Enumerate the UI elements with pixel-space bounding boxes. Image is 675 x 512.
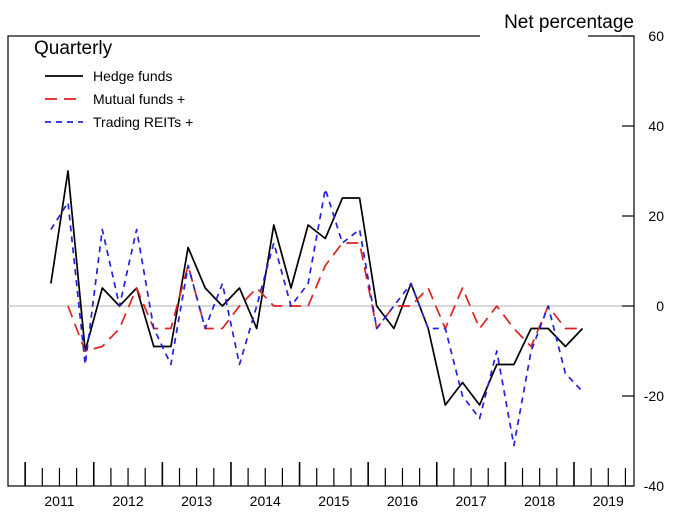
x-tick-label: 2013	[181, 493, 212, 509]
y-tick-label: 20	[648, 208, 664, 224]
y-tick-label: 60	[648, 28, 664, 44]
x-tick-label: 2017	[455, 493, 486, 509]
x-tick-label: 2018	[524, 493, 555, 509]
series-line-0	[50, 170, 584, 406]
series-line-1	[67, 242, 583, 352]
y-tick-label: 40	[648, 118, 664, 134]
x-tick-label: 2015	[318, 493, 349, 509]
legend-label: Hedge funds	[93, 68, 172, 84]
y-tick-label: -20	[644, 388, 664, 404]
y-tick-label: 0	[656, 298, 664, 314]
x-tick-label: 2019	[593, 493, 624, 509]
x-tick-label: 2016	[387, 493, 418, 509]
chart-title: Quarterly	[34, 38, 113, 59]
legend: Hedge funds Mutual funds + Trading REITs +	[45, 68, 193, 130]
frame-gap	[480, 33, 588, 39]
series-line-2	[50, 188, 584, 447]
plot-frame	[7, 35, 635, 487]
x-tick-label: 2011	[44, 493, 74, 509]
legend-label: Mutual funds +	[93, 91, 185, 107]
x-axis: 2011 2012 2013 2014 2015 2016 2017 2018 2019	[24, 462, 627, 509]
y-tick-label: -40	[644, 478, 664, 494]
legend-label: Trading REITs +	[93, 114, 193, 130]
y-axis-label: Net percentage	[504, 12, 634, 33]
series-lines	[50, 170, 584, 447]
x-tick-label: 2014	[250, 493, 281, 509]
y-axis: 60 40 20 0 -20 -40	[622, 28, 664, 494]
x-tick-label: 2012	[112, 493, 143, 509]
